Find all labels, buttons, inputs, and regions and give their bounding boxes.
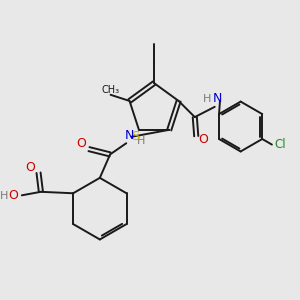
Text: O: O [199,133,208,146]
Text: CH₃: CH₃ [101,85,120,94]
Text: Cl: Cl [274,138,286,151]
Text: N: N [212,92,222,105]
Text: H: H [0,191,8,201]
Text: O: O [76,137,86,150]
Text: S: S [131,130,140,143]
Text: H: H [202,94,211,104]
Text: O: O [9,189,19,203]
Text: H: H [137,136,145,146]
Text: N: N [124,129,134,142]
Text: O: O [26,161,35,174]
